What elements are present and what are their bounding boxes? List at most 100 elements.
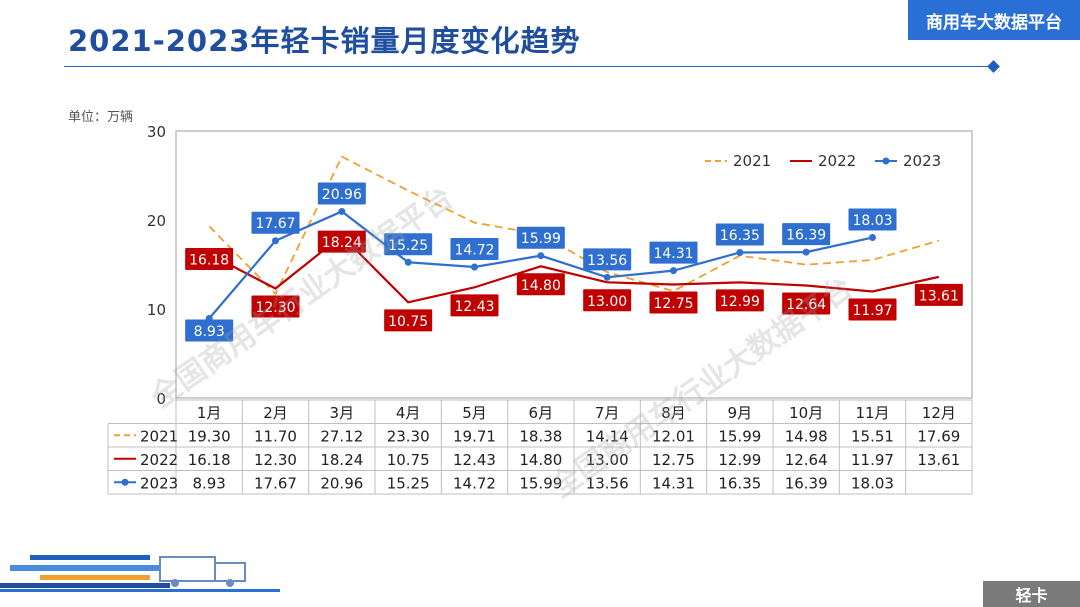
- table-cell-2023: 16.35: [718, 474, 761, 492]
- data-label-2022: 18.24: [322, 235, 362, 251]
- data-label-box-2023: [715, 223, 764, 246]
- table-cell-2022: 13.00: [586, 451, 629, 469]
- data-label-2022: 16.18: [189, 252, 229, 268]
- data-label-2023: 15.25: [388, 238, 428, 254]
- table-cell-2022: 14.80: [519, 451, 562, 469]
- data-label-box-2022: [583, 289, 632, 312]
- table-series-name: 2022: [140, 451, 178, 469]
- x-tick-label: 9月: [728, 404, 753, 422]
- table-cell-2023: 15.99: [519, 474, 562, 492]
- table-cell-2021: 14.14: [586, 427, 629, 445]
- series-point-2023: [471, 263, 478, 271]
- series-line-2021: [208, 155, 940, 296]
- data-label-2023: 17.67: [255, 216, 295, 232]
- data-label-2022: 10.75: [388, 314, 428, 330]
- table-cell-2023: 16.39: [785, 474, 828, 492]
- table-cell-2021: 19.30: [188, 427, 231, 445]
- table-cell-2021: 23.30: [387, 427, 430, 445]
- data-label-box-2022: [251, 295, 300, 318]
- data-label-box-2022: [450, 294, 499, 317]
- brand-badge: 商用车大数据平台: [908, 0, 1080, 40]
- data-label-box-2022: [649, 291, 698, 314]
- data-label-2023: 8.93: [194, 324, 225, 340]
- legend-label-2023: 2023: [903, 152, 941, 170]
- table-cell-2023: 15.25: [387, 474, 430, 492]
- table-cell-2021: 11.70: [254, 427, 297, 445]
- series-point-2023: [670, 267, 677, 275]
- data-label-box-2023: [384, 233, 433, 256]
- x-tick-label: 4月: [396, 404, 421, 422]
- data-label-2023: 16.35: [720, 228, 760, 244]
- data-label-2023: 15.99: [521, 231, 561, 247]
- data-label-2023: 20.96: [322, 187, 362, 203]
- data-label-2023: 16.39: [786, 228, 826, 244]
- data-label-box-2022: [914, 283, 963, 306]
- data-label-2022: 12.64: [786, 297, 826, 313]
- data-label-2022: 12.43: [454, 299, 494, 315]
- y-tick-label: 10: [147, 301, 166, 319]
- table-series-name: 2023: [140, 474, 178, 492]
- table-cell-2021: 15.99: [718, 427, 761, 445]
- table-series-name: 2021: [140, 427, 178, 445]
- table-cell-2021: 14.98: [785, 427, 828, 445]
- table-cell-2023: 14.31: [652, 474, 695, 492]
- legend-label-2022: 2022: [818, 152, 856, 170]
- data-label-box-2022: [317, 230, 366, 253]
- data-label-box-2022: [715, 289, 764, 312]
- data-label-box-2022: [384, 309, 433, 332]
- data-label-2022: 12.99: [720, 294, 760, 310]
- table-cell-2021: 15.51: [851, 427, 894, 445]
- table-cell-2022: 11.97: [851, 451, 894, 469]
- data-label-box-2023: [450, 237, 499, 260]
- data-label-2022: 12.30: [255, 300, 295, 316]
- table-cell-2022: 10.75: [387, 451, 430, 469]
- truck-decoration: [0, 555, 280, 592]
- data-label-2023: 18.03: [852, 213, 892, 229]
- series-point-2023: [736, 248, 744, 256]
- data-label-2022: 13.00: [587, 294, 627, 310]
- data-label-box-2022: [185, 247, 234, 270]
- data-label-box-2022: [516, 273, 565, 296]
- x-tick-label: 10月: [789, 404, 823, 422]
- series-point-2023: [272, 237, 279, 245]
- series-point-2023: [404, 258, 412, 266]
- x-tick-label: 12月: [922, 404, 956, 422]
- table-cell-2021: 27.12: [320, 427, 363, 445]
- table-cell-2022: 12.30: [254, 451, 297, 469]
- series-point-2023: [603, 273, 611, 281]
- title-divider: [64, 66, 994, 67]
- data-label-2022: 11.97: [852, 303, 892, 319]
- table-cell-2022: 13.61: [917, 451, 960, 469]
- table-cell-2022: 12.75: [652, 451, 695, 469]
- table-cell-2022: 12.43: [453, 451, 496, 469]
- table-cell-2023: 17.67: [254, 474, 297, 492]
- legend-label-2021: 2021: [733, 152, 771, 170]
- data-label-2022: 12.75: [653, 296, 693, 312]
- y-tick-label: 20: [147, 212, 166, 230]
- data-label-2023: 14.31: [653, 246, 693, 262]
- table-cell-2021: 17.69: [917, 427, 960, 445]
- series-point-2023: [338, 207, 346, 215]
- x-tick-label: 2月: [263, 404, 288, 422]
- table-cell-2023: 8.93: [192, 474, 225, 492]
- data-label-box-2022: [782, 292, 831, 315]
- series-point-2023: [537, 252, 545, 260]
- x-tick-label: 11月: [855, 404, 889, 422]
- data-label-box-2023: [251, 211, 300, 234]
- data-label-box-2023: [317, 182, 366, 205]
- x-tick-label: 3月: [330, 404, 355, 422]
- data-label-box-2023: [649, 241, 698, 264]
- table-cell-2021: 12.01: [652, 427, 695, 445]
- table-cell-2023: 18.03: [851, 474, 894, 492]
- table-cell-2023: 14.72: [453, 474, 496, 492]
- x-tick-label: 7月: [595, 404, 620, 422]
- table-cell-2022: 18.24: [320, 451, 363, 469]
- x-tick-label: 5月: [462, 404, 487, 422]
- table-cell-2021: 18.38: [519, 427, 562, 445]
- table-cell-2023: 13.56: [586, 474, 629, 492]
- y-tick-label: 30: [147, 123, 166, 141]
- plot-area-frame: [175, 130, 973, 399]
- data-label-2023: 13.56: [587, 253, 627, 269]
- series-point-2023: [869, 234, 876, 242]
